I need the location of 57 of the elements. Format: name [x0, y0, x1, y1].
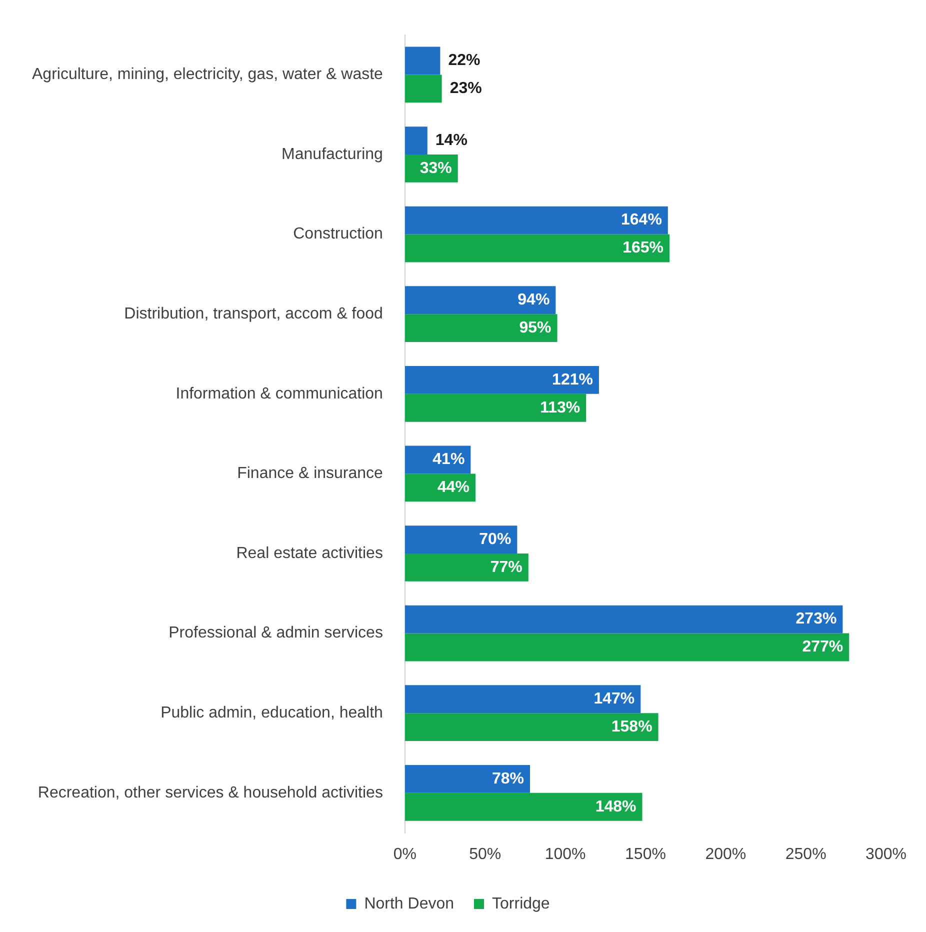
y-tick-label: Professional & admin services [168, 624, 383, 642]
data-label: 277% [802, 638, 844, 656]
x-tick-label: 300% [866, 846, 906, 863]
data-label: 147% [594, 690, 635, 708]
bar [404, 46, 440, 75]
bar [404, 792, 642, 821]
bar [404, 713, 658, 742]
bar [404, 314, 558, 342]
x-tick-label: 250% [785, 846, 826, 863]
y-tick-label: Finance & insurance [237, 465, 384, 482]
data-label: 158% [611, 718, 652, 736]
data-label: 94% [518, 292, 550, 309]
x-tick-label: 50% [469, 846, 502, 863]
data-label: 78% [492, 770, 524, 788]
data-label: 273% [796, 610, 837, 628]
data-label: 164% [621, 212, 662, 229]
data-label: 121% [552, 371, 593, 388]
data-label: 95% [519, 319, 552, 336]
data-label: 70% [479, 530, 512, 548]
data-label: 14% [435, 132, 468, 149]
y-tick-label: Construction [293, 226, 383, 243]
bar [404, 633, 850, 662]
bar [404, 234, 670, 262]
x-tick-label: 200% [705, 846, 746, 863]
bar [404, 74, 442, 103]
y-tick-label: Information & communication [176, 385, 383, 402]
bar [404, 126, 428, 154]
data-label: 33% [420, 160, 452, 177]
bar [404, 366, 599, 394]
x-tick-label: 100% [544, 846, 586, 863]
bar [404, 394, 586, 422]
data-label: 165% [622, 240, 664, 257]
bar [404, 206, 668, 234]
data-label: 44% [437, 479, 470, 496]
bar [404, 554, 528, 582]
bar [404, 764, 530, 793]
y-tick-label: Real estate activities [236, 544, 383, 562]
data-label: 148% [595, 798, 636, 816]
bar [404, 526, 518, 554]
x-tick-label: 0% [393, 846, 417, 863]
data-label: 113% [540, 399, 580, 416]
bar [404, 286, 556, 314]
y-tick-label: Public admin, education, health [160, 704, 383, 722]
data-label: 77% [490, 558, 522, 576]
y-tick-label: Distribution, transport, accom & food [124, 306, 383, 323]
bar [404, 474, 476, 502]
y-tick-label: Agriculture, mining, electricity, gas, water & waste [32, 66, 384, 84]
bar [404, 605, 843, 634]
data-label: 22% [448, 52, 480, 70]
data-label: 41% [432, 451, 465, 468]
legend-label: Torridge [492, 895, 550, 912]
bar [404, 685, 641, 714]
y-tick-label: Manufacturing [282, 146, 383, 163]
y-tick-label: Recreation, other services & household activities [38, 784, 383, 802]
legend-label: North Devon [364, 895, 454, 912]
data-label: 23% [450, 80, 482, 98]
x-tick-label: 150% [625, 846, 666, 863]
